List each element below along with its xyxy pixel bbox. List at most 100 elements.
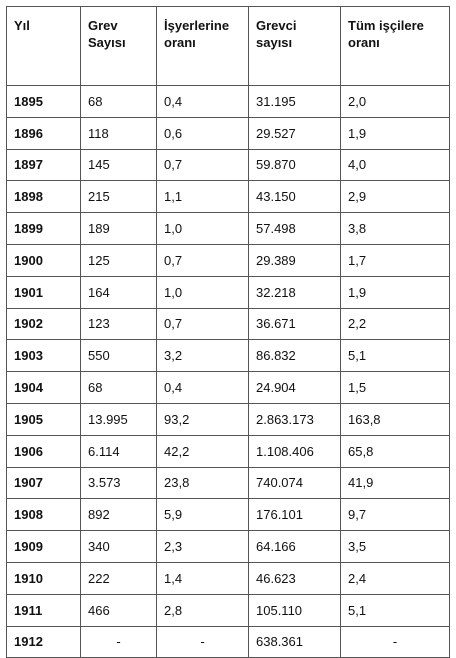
table-row: 1905 13.995 93,2 2.863.173 163,8 — [6, 402, 450, 436]
data-cell: 29.389 — [248, 243, 341, 277]
table-row: 1912- -638.361- — [6, 625, 450, 658]
table-row: 1906 6.114 42,2 1.108.406 65,8 — [6, 434, 450, 468]
table-row: 1896 118 0,6 29.527 1,9 — [6, 116, 450, 150]
table-row: 1898 215 1,1 43.150 2,9 — [6, 180, 450, 214]
data-cell: 43.150 — [248, 180, 341, 214]
data-cell: 123 — [80, 307, 157, 341]
year-cell: 1906 — [6, 434, 81, 468]
data-cell: 1,0 — [156, 275, 249, 309]
year-cell: 1910 — [6, 561, 81, 595]
year-cell: 1899 — [6, 212, 81, 245]
data-cell: 740.074 — [248, 466, 341, 500]
data-cell: - — [340, 625, 450, 658]
data-cell: 1,9 — [340, 116, 450, 150]
data-cell: 36.671 — [248, 307, 341, 341]
data-cell: 31.195 — [248, 85, 341, 118]
data-cell: 1,0 — [156, 212, 249, 245]
header-cell: Tüm işçilere oranı — [340, 6, 450, 86]
data-cell: 892 — [80, 498, 157, 532]
data-cell: 125 — [80, 243, 157, 277]
data-cell: 9,7 — [340, 498, 450, 532]
data-cell: 2,4 — [340, 561, 450, 595]
header-row: Yıl Grev Sayısı İşyerlerine oranı Grevci sa… — [6, 6, 450, 86]
data-cell: 24.904 — [248, 371, 341, 404]
year-cell: 1903 — [6, 339, 81, 373]
year-cell: 1904 — [6, 371, 81, 404]
table-row: 1910 222 1,4 46.623 2,4 — [6, 561, 450, 595]
data-cell: 215 — [80, 180, 157, 214]
data-cell: 65,8 — [340, 434, 450, 468]
data-cell: 32.218 — [248, 275, 341, 309]
table-row: 1908 892 5,9 176.101 9,7 — [6, 498, 450, 532]
data-cell: 1,5 — [340, 371, 450, 404]
year-cell: 1901 — [6, 275, 81, 309]
year-cell: 1897 — [6, 148, 81, 182]
data-cell: 93,2 — [156, 402, 249, 436]
data-cell: 2,3 — [156, 530, 249, 563]
data-cell: 1,7 — [340, 243, 450, 277]
data-cell: 164 — [80, 275, 157, 309]
year-cell: 1911 — [6, 593, 81, 627]
data-cell: - — [156, 625, 249, 658]
year-cell: 1912 — [6, 625, 81, 658]
table-row: 1897 145 0,7 59.870 4,0 — [6, 148, 450, 182]
year-cell: 1908 — [6, 498, 81, 532]
data-cell: 0,4 — [156, 371, 249, 404]
data-cell: 5,1 — [340, 339, 450, 373]
table-head: Yıl Grev Sayısı İşyerlerine oranı Grevci sa… — [6, 6, 450, 86]
data-cell: 3,2 — [156, 339, 249, 373]
data-cell: 1,4 — [156, 561, 249, 595]
year-cell: 1898 — [6, 180, 81, 214]
data-cell: 29.527 — [248, 116, 341, 150]
year-cell: 1896 — [6, 116, 81, 150]
table-row: 1902 123 0,7 36.671 2,2 — [6, 307, 450, 341]
data-cell: 0,4 — [156, 85, 249, 118]
data-cell: 638.361 — [248, 625, 341, 658]
data-cell: 550 — [80, 339, 157, 373]
data-cell: 64.166 — [248, 530, 341, 563]
year-cell: 1909 — [6, 530, 81, 563]
data-cell: 2,8 — [156, 593, 249, 627]
data-cell: 57.498 — [248, 212, 341, 245]
data-cell: 1.108.406 — [248, 434, 341, 468]
data-cell: 46.623 — [248, 561, 341, 595]
data-cell: 176.101 — [248, 498, 341, 532]
data-cell: 3,5 — [340, 530, 450, 563]
data-cell: 68 — [80, 85, 157, 118]
data-cell: 0,7 — [156, 148, 249, 182]
data-cell: 6.114 — [80, 434, 157, 468]
table-row: 1911 466 2,8 105.110 5,1 — [6, 593, 450, 627]
table-row: 1901 164 1,0 32.218 1,9 — [6, 275, 450, 309]
data-cell: 59.870 — [248, 148, 341, 182]
data-cell: 1,9 — [340, 275, 450, 309]
data-cell: 340 — [80, 530, 157, 563]
table-row: 1900 125 0,7 29.389 1,7 — [6, 243, 450, 277]
data-cell: 23,8 — [156, 466, 249, 500]
data-cell: 0,7 — [156, 243, 249, 277]
table-row: 1903 550 3,2 86.832 5,1 — [6, 339, 450, 373]
data-cell: 41,9 — [340, 466, 450, 500]
year-cell: 1907 — [6, 466, 81, 500]
data-cell: 145 — [80, 148, 157, 182]
year-cell: 1895 — [6, 85, 81, 118]
data-cell: 2.863.173 — [248, 402, 341, 436]
data-cell: 105.110 — [248, 593, 341, 627]
year-cell: 1905 — [6, 402, 81, 436]
table-row: 1904 68 0,4 24.904 1,5 — [6, 371, 450, 404]
data-cell: 118 — [80, 116, 157, 150]
data-cell: 1,1 — [156, 180, 249, 214]
header-cell: İşyerlerine oranı — [156, 6, 249, 86]
data-cell: 5,9 — [156, 498, 249, 532]
data-cell: - — [80, 625, 157, 658]
data-cell: 4,0 — [340, 148, 450, 182]
data-cell: 13.995 — [80, 402, 157, 436]
year-cell: 1902 — [6, 307, 81, 341]
data-cell: 189 — [80, 212, 157, 245]
data-cell: 2,2 — [340, 307, 450, 341]
data-cell: 3.573 — [80, 466, 157, 500]
data-cell: 86.832 — [248, 339, 341, 373]
table-row: 1895 68 0,4 31.195 2,0 — [6, 85, 450, 118]
data-cell: 222 — [80, 561, 157, 595]
data-cell: 163,8 — [340, 402, 450, 436]
